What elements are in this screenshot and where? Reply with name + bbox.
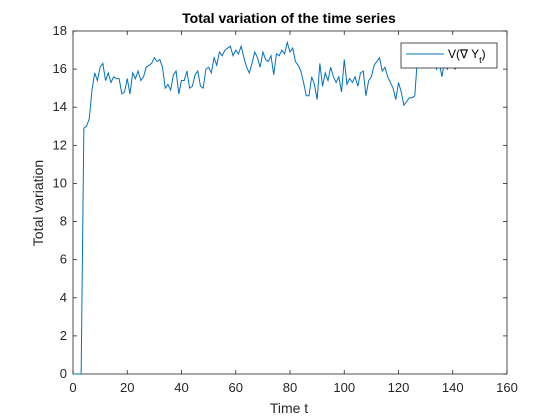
y-axis-label: Total variation bbox=[30, 160, 46, 246]
y-tick-label: 10 bbox=[53, 175, 67, 190]
plot-area: 0 20 40 60 80 100 120 140 160 0 2 4 6 8 10 12 14 16 18 bbox=[53, 23, 518, 395]
legend-entry-suffix: ) bbox=[482, 47, 486, 61]
y-tick-label: 16 bbox=[53, 61, 67, 76]
legend-box bbox=[400, 42, 498, 69]
x-tick-label: 60 bbox=[229, 380, 243, 395]
y-tick-label: 6 bbox=[60, 252, 67, 267]
x-tick-label: 20 bbox=[120, 380, 134, 395]
y-tick-label: 18 bbox=[53, 23, 67, 38]
y-tick-label: 8 bbox=[60, 214, 67, 229]
x-axis-label: Time t bbox=[270, 400, 308, 416]
y-tick-label: 4 bbox=[60, 290, 67, 305]
legend-entry-main: V(∇ Y bbox=[448, 47, 479, 61]
y-tick-label: 14 bbox=[53, 99, 67, 114]
y-tick-label: 0 bbox=[60, 366, 67, 381]
legend-entry-label: V(∇ Yt) bbox=[448, 47, 486, 65]
x-tick-label: 160 bbox=[496, 380, 518, 395]
x-tick-label: 140 bbox=[442, 380, 464, 395]
legend-entry-subscript: t bbox=[479, 55, 482, 65]
y-tick-label: 12 bbox=[53, 137, 67, 152]
axes-box bbox=[72, 30, 508, 375]
x-tick-label: 100 bbox=[333, 380, 355, 395]
x-tick-label: 80 bbox=[283, 380, 297, 395]
axis-ticks: 0 20 40 60 80 100 120 140 160 0 2 4 6 8 10 12 14 16 18 bbox=[53, 23, 518, 395]
legend: V(∇ Yt) bbox=[400, 42, 498, 69]
x-tick-label: 120 bbox=[388, 380, 410, 395]
x-tick-label: 0 bbox=[69, 380, 76, 395]
chart-title: Total variation of the time series bbox=[182, 10, 396, 26]
x-tick-label: 40 bbox=[174, 380, 188, 395]
y-tick-label: 2 bbox=[60, 328, 67, 343]
